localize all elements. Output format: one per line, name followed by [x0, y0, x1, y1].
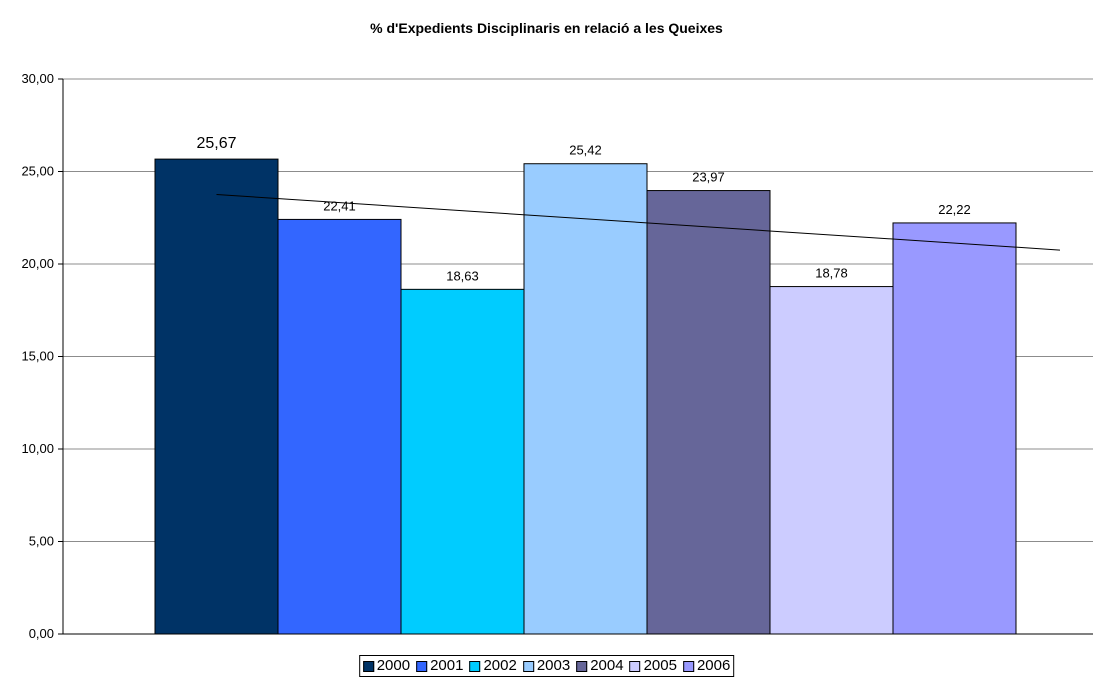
data-label-2006: 22,22 — [938, 202, 971, 217]
y-tick-label: 25,00 — [21, 164, 54, 179]
y-tick-label: 20,00 — [21, 256, 54, 271]
data-label-2001: 22,41 — [323, 198, 356, 213]
legend-label: 2002 — [483, 657, 517, 674]
bar-2006 — [892, 222, 1017, 635]
legend-swatch — [522, 660, 534, 672]
y-tick-label: 0,00 — [29, 626, 54, 641]
data-label-2000: 25,67 — [196, 135, 236, 152]
data-label-2002: 18,63 — [446, 268, 479, 283]
legend-swatch — [469, 660, 481, 672]
y-tick-label: 30,00 — [21, 71, 54, 86]
chart-title: % d'Expedients Disciplinaris en relació … — [370, 20, 723, 36]
y-tick-label: 10,00 — [21, 441, 54, 456]
bar-2003 — [523, 163, 648, 635]
legend-swatch — [416, 660, 428, 672]
data-label-2003: 25,42 — [569, 143, 602, 158]
legend-swatch — [362, 660, 374, 672]
legend-item-2005: 2005 — [629, 657, 677, 675]
legend-label: 2005 — [643, 657, 677, 674]
legend-item-2001: 2001 — [416, 657, 463, 675]
legend-swatch — [629, 660, 641, 672]
data-label-2005: 18,78 — [815, 266, 848, 281]
legend-label: 2003 — [536, 657, 571, 674]
legend-item-2004: 2004 — [576, 657, 624, 675]
legend-item-2003: 2003 — [522, 657, 571, 675]
legend-label: 2000 — [376, 657, 411, 674]
legend-label: 2006 — [696, 657, 731, 674]
y-tick-label: 15,00 — [21, 349, 54, 364]
legend-label: 2001 — [430, 657, 464, 674]
legend-label: 2004 — [590, 657, 624, 674]
bar-2005 — [769, 286, 894, 635]
data-label-2004: 23,97 — [692, 170, 725, 185]
legend-item-2002: 2002 — [469, 657, 517, 675]
bar-2002 — [400, 288, 525, 635]
bar-2001 — [277, 218, 402, 635]
legend-item-2000: 2000 — [362, 657, 411, 675]
bar-2000 — [154, 158, 279, 635]
legend-swatch — [576, 660, 588, 672]
legend: 2000 2001 2002 2003 2004 2005 2006 — [358, 655, 735, 677]
legend-item-2006: 2006 — [682, 657, 731, 675]
y-tick-label: 5,00 — [29, 534, 54, 549]
bar-2004 — [646, 190, 771, 635]
legend-swatch — [682, 660, 694, 672]
trendline — [216, 193, 1061, 251]
